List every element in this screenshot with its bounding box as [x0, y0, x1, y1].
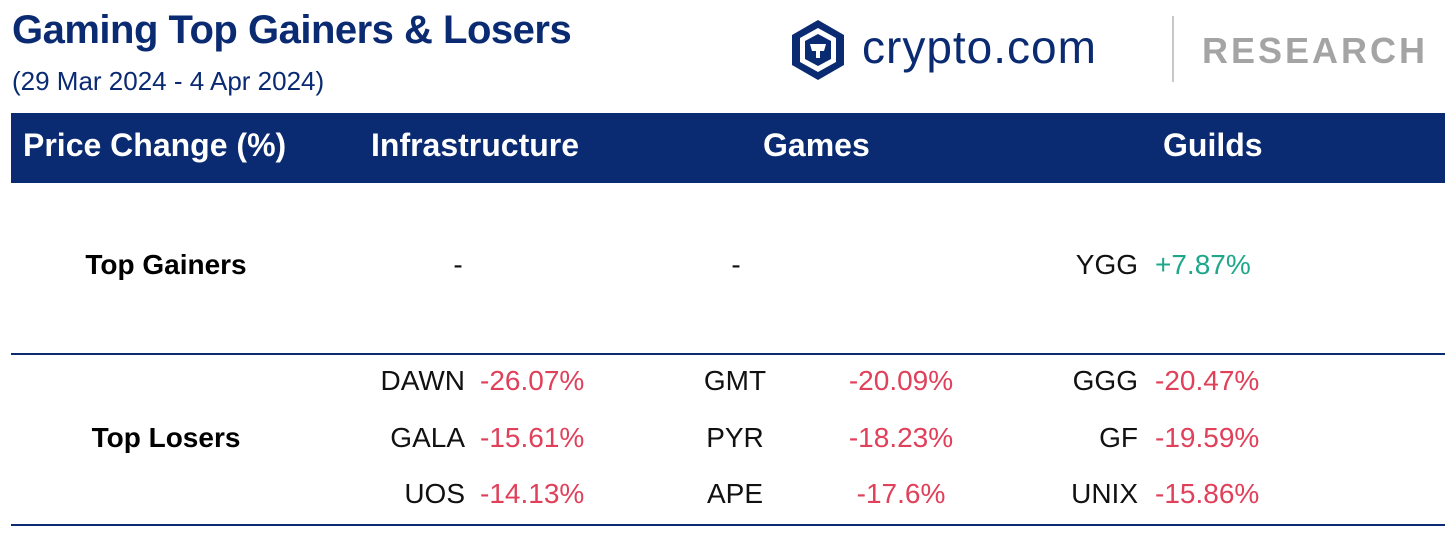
brand-header: crypto.com RESEARCH	[790, 16, 1450, 82]
loser-games-ticker-3: APE	[706, 478, 764, 509]
loser-guild-change-2: -19.59%	[1155, 422, 1260, 453]
loser-games-change-1: -20.09%	[848, 365, 954, 396]
brand-divider	[1172, 16, 1174, 82]
loser-guild-change-1: -20.47%	[1155, 365, 1260, 396]
crypto-com-lion-shield-icon	[792, 20, 844, 80]
loser-infra-ticker-2: GALA	[390, 422, 465, 453]
loser-guild-ticker-1: GGG	[1072, 365, 1138, 396]
header-games: Games	[763, 127, 870, 163]
loser-games-change-3: -17.6%	[856, 478, 946, 509]
table-header: Price Change (%) Infrastructure Games Gu…	[11, 113, 1445, 183]
gainers-games-empty: -	[731, 249, 741, 280]
gainer-guild-change: +7.87%	[1155, 249, 1251, 280]
header-guilds: Guilds	[1163, 127, 1263, 163]
loser-infra-change-1: -26.07%	[480, 365, 585, 396]
loser-guild-ticker-3: UNIX	[1071, 478, 1138, 509]
loser-infra-ticker-3: UOS	[404, 478, 465, 509]
loser-infra-change-3: -14.13%	[480, 478, 585, 509]
gainer-guild-ticker: YGG	[1075, 249, 1138, 280]
header-infrastructure: Infrastructure	[371, 127, 580, 163]
gainers-infrastructure-empty: -	[453, 249, 463, 280]
loser-guild-ticker-2: GF	[1099, 422, 1138, 453]
loser-games-ticker-2: PYR	[706, 422, 764, 453]
loser-guild-change-3: -15.86%	[1155, 478, 1260, 509]
loser-infra-change-2: -15.61%	[480, 422, 585, 453]
loser-games-change-2: -18.23%	[848, 422, 954, 453]
date-range: (29 Mar 2024 - 4 Apr 2024)	[12, 66, 325, 96]
loser-infra-ticker-1: DAWN	[380, 365, 465, 396]
header-price-change: Price Change (%)	[23, 127, 287, 163]
row-label-top-losers: Top Losers	[91, 422, 241, 453]
brand-division: RESEARCH	[1202, 30, 1429, 71]
table-bottom-rule	[11, 524, 1445, 526]
brand-name: crypto.com	[862, 21, 1097, 73]
row-label-top-gainers: Top Gainers	[85, 249, 247, 280]
loser-games-ticker-1: GMT	[703, 365, 767, 396]
page-title: Gaming Top Gainers & Losers	[12, 8, 572, 52]
row-divider	[11, 353, 1445, 355]
